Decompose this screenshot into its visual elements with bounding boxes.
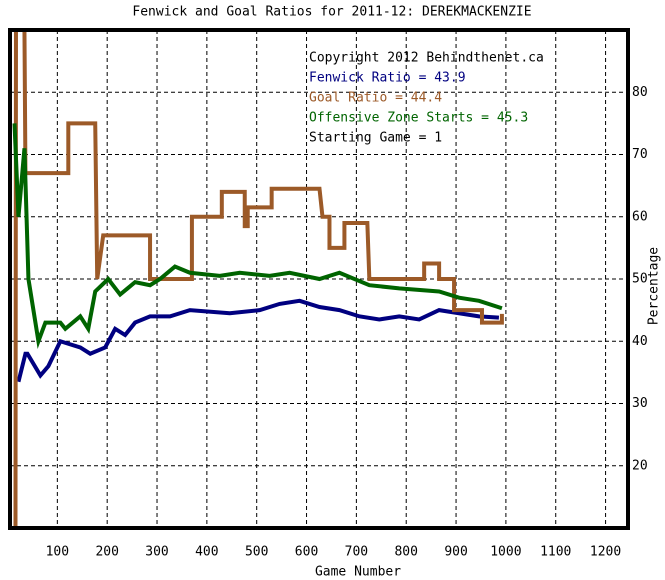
chart-title: Fenwick and Goal Ratios for 2011-12: DER… (132, 5, 531, 20)
x-tick-label: 500 (245, 545, 268, 560)
y-tick-label: 20 (632, 458, 648, 473)
y-tick-label: 50 (632, 272, 648, 287)
y-tick-label: 60 (632, 209, 648, 224)
annotation: Starting Game = 1 (309, 131, 442, 146)
y-tick-label: 70 (632, 147, 648, 162)
series-line (13, 30, 504, 528)
y-tick-label: 80 (632, 85, 648, 100)
x-tick-label: 200 (95, 545, 118, 560)
x-axis-label: Game Number (315, 565, 401, 580)
labels: 100 200 300 400 500 600 700 800 900 1000 1100 1200 2… (46, 51, 648, 560)
x-tick-label: 700 (345, 545, 368, 560)
series-line (12, 123, 503, 350)
lines (12, 30, 504, 528)
y-axis-label: Percentage (647, 247, 662, 325)
plot-frame (8, 28, 630, 530)
annotation: Copyright 2012 Behindthenet.ca (309, 51, 544, 66)
y-tick-label: 30 (632, 396, 648, 411)
y-tick-label: 40 (632, 334, 648, 349)
x-tick-label: 100 (46, 545, 69, 560)
x-tick-label: 1100 (540, 545, 571, 560)
legend-entry: Offensive Zone Starts = 45.3 (309, 111, 528, 126)
x-tick-label: 300 (145, 545, 168, 560)
x-tick-label: 1200 (590, 545, 621, 560)
x-tick-label: 400 (195, 545, 218, 560)
x-tick-label: 600 (295, 545, 318, 560)
x-tick-label: 800 (394, 545, 417, 560)
x-tick-label: 900 (444, 545, 467, 560)
legend-entry: Fenwick Ratio = 43.9 (309, 71, 466, 86)
series-line (16, 298, 500, 383)
x-tick-label: 1000 (490, 545, 521, 560)
legend-entry: Goal Ratio = 44.4 (309, 91, 442, 106)
